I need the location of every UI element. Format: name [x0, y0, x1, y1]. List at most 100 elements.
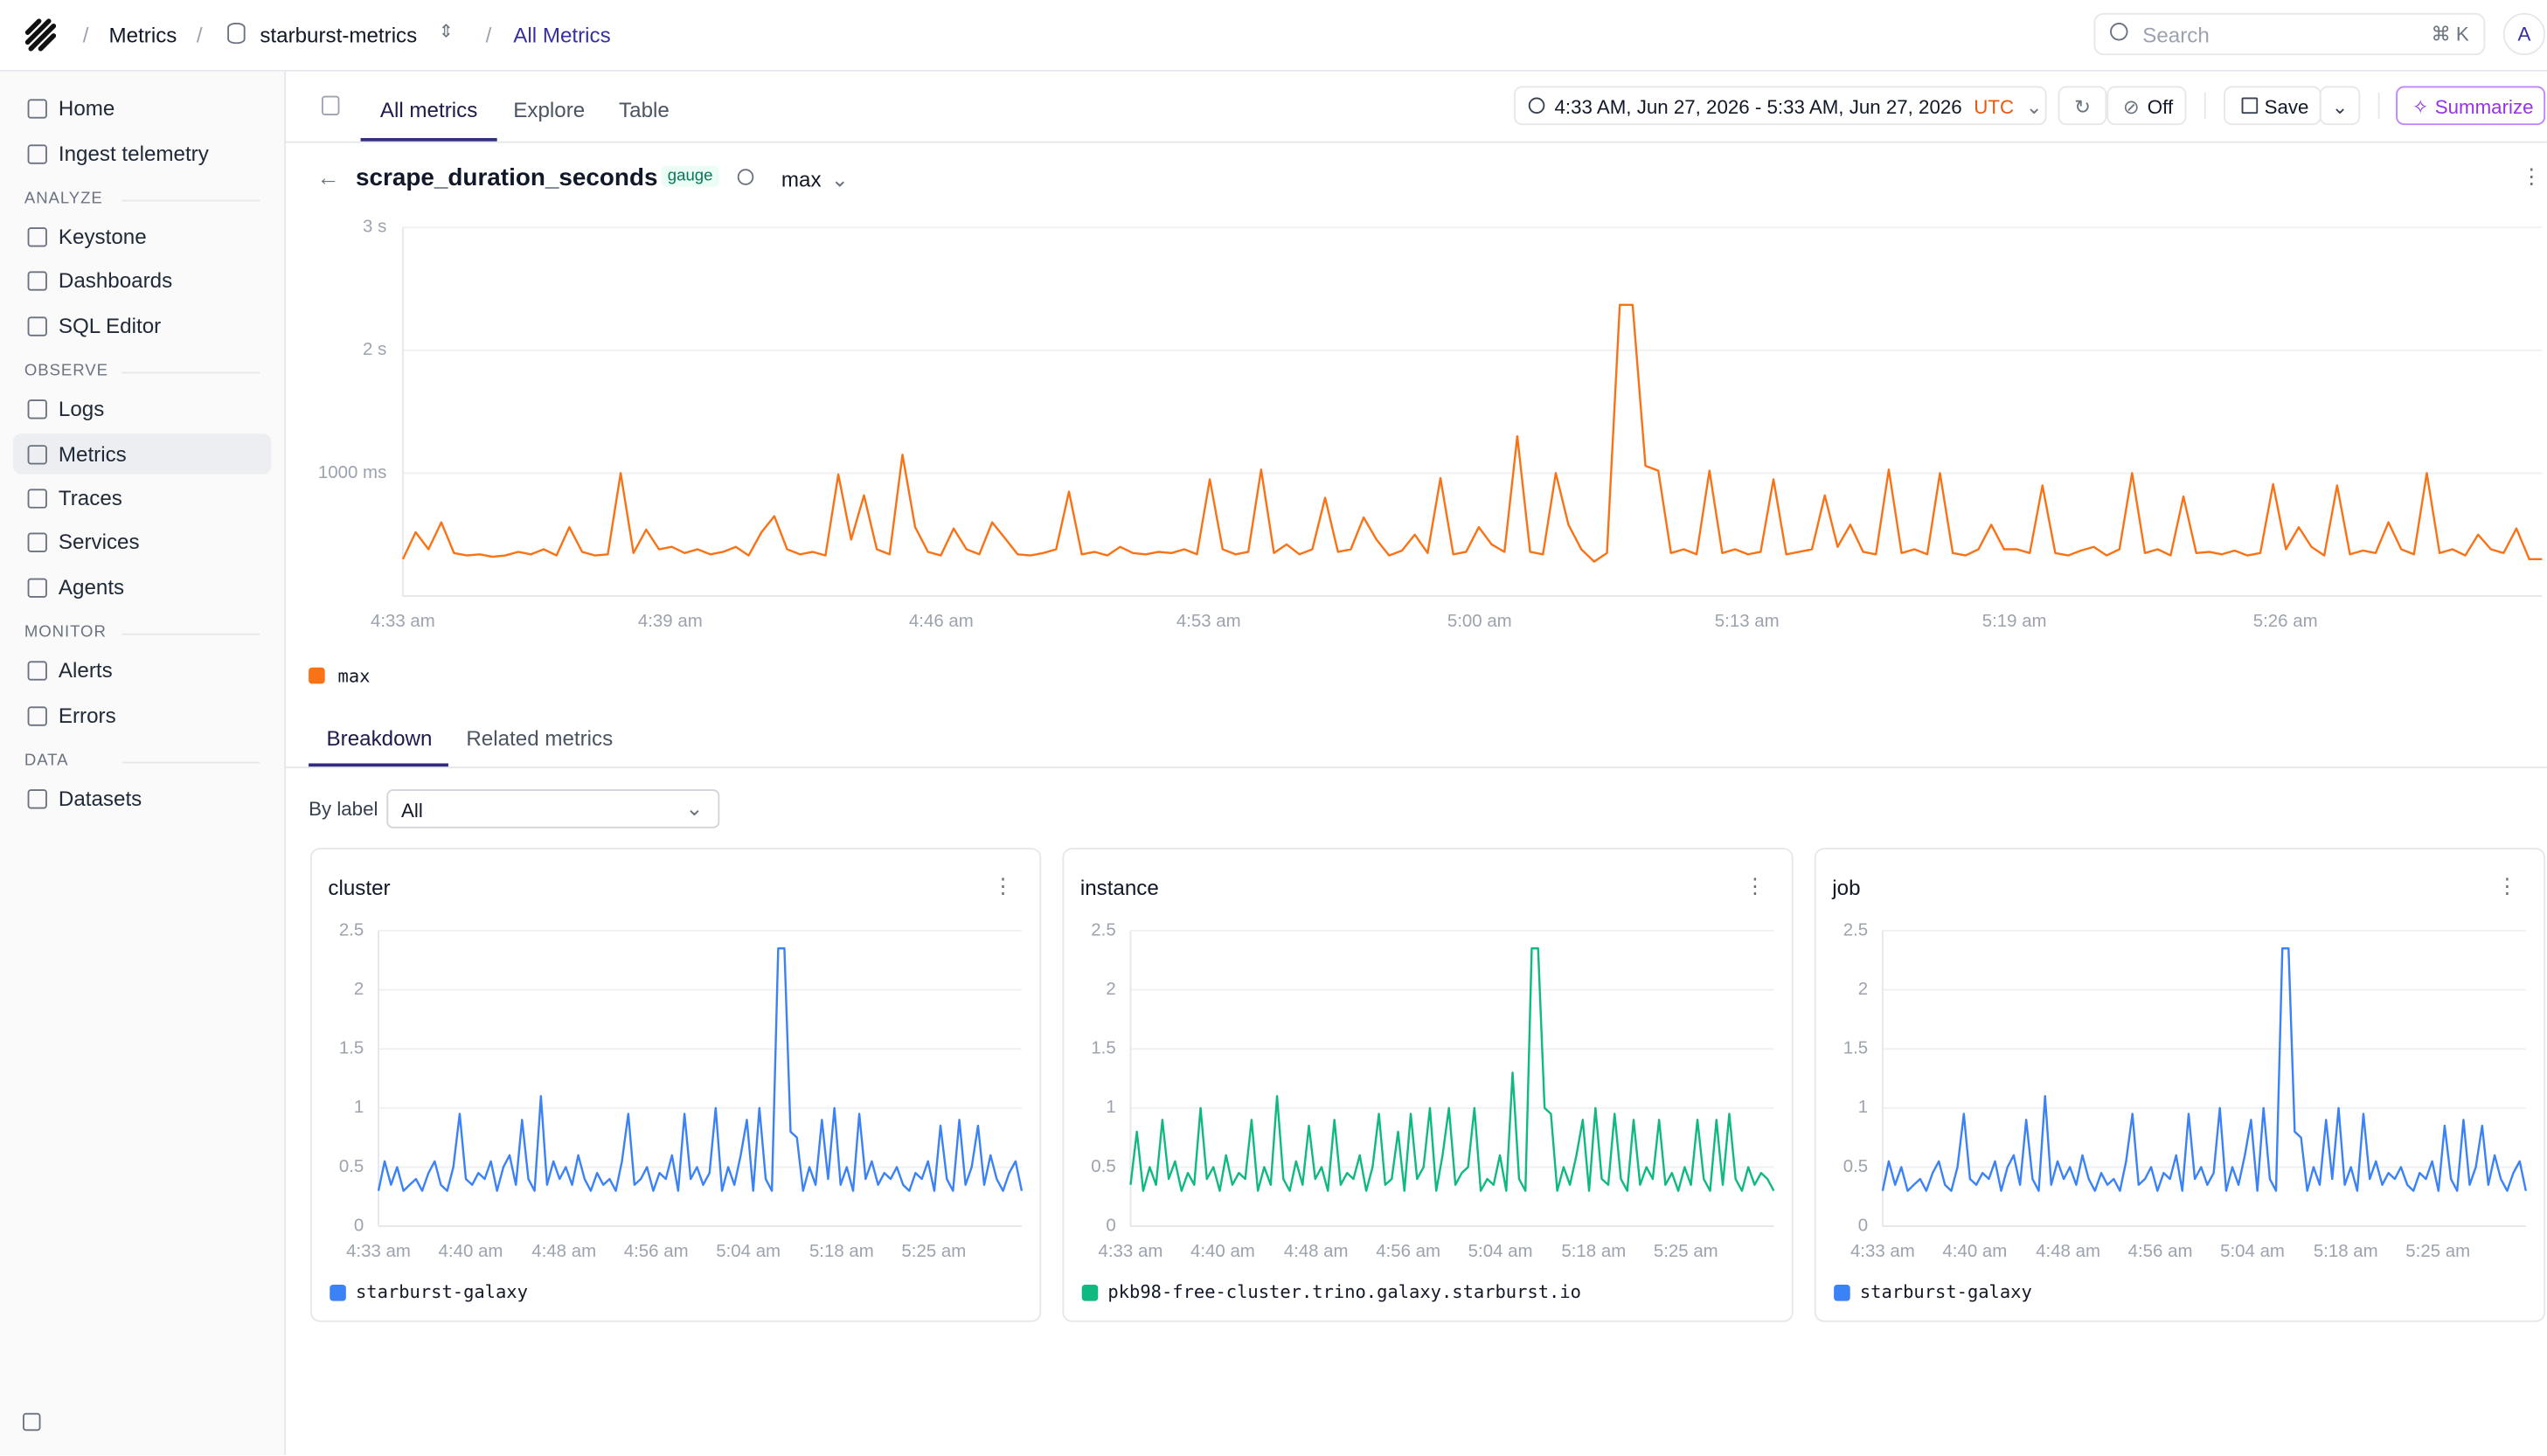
x-tick-label: 5:04 am	[716, 1241, 781, 1261]
nav-label: Datasets	[58, 786, 142, 811]
breadcrumb[interactable]: All Metrics	[513, 23, 611, 47]
legend-label[interactable]: pkb98-free-cluster.trino.galaxy.starburs…	[1107, 1281, 1581, 1303]
tab[interactable]: Explore	[513, 97, 586, 122]
auto-refresh[interactable]: ⊘ Off	[2106, 86, 2187, 126]
refresh-button[interactable]: ↻	[2058, 86, 2107, 126]
search-box[interactable]: Search ⌘ K	[2093, 12, 2486, 56]
label-select[interactable]: All ⌄	[386, 789, 720, 829]
nav-item[interactable]: Keystone	[13, 216, 271, 256]
card-title: cluster	[328, 875, 391, 900]
more-menu[interactable]: ⋮	[2521, 163, 2543, 189]
time-range[interactable]: 4:33 AM, Jun 27, 2026 - 5:33 AM, Jun 27,…	[1514, 86, 2047, 126]
legend-label[interactable]: starburst-galaxy	[355, 1281, 528, 1303]
nav-icon	[27, 99, 47, 119]
save-menu[interactable]: ⌄	[2319, 86, 2361, 126]
series-line	[401, 303, 2543, 563]
avatar[interactable]: A	[2502, 12, 2546, 56]
nav-item[interactable]: Dashboards	[13, 260, 271, 301]
logo[interactable]	[23, 17, 59, 52]
aggregation: max	[781, 167, 822, 192]
x-tick-label: 4:33 am	[371, 611, 435, 631]
nav-icon	[27, 533, 47, 553]
series-line	[1881, 946, 2527, 1192]
y-tick-label: 1000 ms	[318, 462, 386, 482]
time-range-text: 4:33 AM, Jun 27, 2026 - 5:33 AM, Jun 27,…	[1554, 95, 1962, 119]
x-tick-label: 4:48 am	[531, 1241, 596, 1261]
main-chart: 1000 ms 2 s 3 s 4:33 am 4:39 am 4:46 am 4:53 a…	[318, 217, 2543, 631]
breadcrumb[interactable]: Metrics	[108, 23, 177, 47]
more-menu[interactable]: ⋮	[1744, 873, 1766, 898]
top-bar: / Metrics / starburst-metrics ⇕ / All Me…	[0, 0, 2547, 72]
nav-item[interactable]: Services	[13, 522, 271, 562]
x-tick-label: 4:46 am	[909, 611, 974, 631]
nav-item[interactable]: Ingest telemetry	[13, 132, 271, 172]
x-tick-label: 5:04 am	[1468, 1241, 1533, 1261]
tab[interactable]: Related metrics	[466, 725, 614, 751]
divider	[2203, 92, 2206, 119]
breakdown-chart: 0 0.5 1 1.5 2 2.5 4:33 am 4:40 am 4:48 am 4:56 am…	[1843, 919, 2527, 1261]
chevron: ⌄	[830, 167, 849, 192]
y-tick-label: 1.5	[339, 1038, 364, 1058]
series-line	[377, 946, 1024, 1192]
x-tick-label: 5:25 am	[1654, 1241, 1718, 1261]
panel-icon[interactable]	[321, 95, 340, 115]
nav-item[interactable]: Traces	[13, 477, 271, 517]
y-tick-label: 1	[354, 1097, 364, 1117]
card-title: job	[1832, 875, 1861, 900]
separator: /	[196, 23, 203, 47]
divider	[2377, 92, 2380, 119]
collapse-icon[interactable]	[23, 1412, 41, 1432]
back-button[interactable]: ←	[316, 163, 340, 191]
nav-icon	[27, 578, 47, 598]
nav-item[interactable]: Home	[13, 87, 271, 128]
y-tick-label: 1.5	[1091, 1038, 1115, 1058]
x-tick-label: 4:40 am	[1190, 1241, 1255, 1261]
breadcrumb[interactable]: starburst-metrics	[260, 23, 418, 47]
summarize-button[interactable]: ✧ Summarize	[2396, 86, 2546, 126]
nav-label: Alerts	[58, 658, 113, 683]
nav-icon	[27, 316, 47, 336]
db-icon	[227, 23, 246, 45]
nav-item[interactable]: Datasets	[13, 778, 271, 818]
tab[interactable]: Table	[619, 97, 670, 122]
breakdown-chart: 0 0.5 1 1.5 2 2.5 4:33 am 4:40 am 4:48 am 4:56 am…	[339, 919, 1024, 1261]
nav-icon	[27, 272, 47, 292]
legend-label[interactable]: starburst-galaxy	[1859, 1281, 2032, 1303]
x-tick-label: 4:33 am	[346, 1241, 411, 1261]
nav-label: Errors	[58, 702, 116, 727]
info-icon[interactable]	[737, 169, 754, 185]
legend-label[interactable]: max	[337, 665, 371, 688]
x-tick-label: 4:56 am	[1376, 1241, 1440, 1261]
shortcut: ⌘ K	[2431, 23, 2469, 46]
y-tick-label: 1	[1858, 1097, 1868, 1117]
section-title: OBSERVE	[24, 362, 259, 381]
nav-item[interactable]: Logs	[13, 389, 271, 429]
tab[interactable]: All metrics	[379, 97, 478, 122]
nav-item[interactable]: Agents	[13, 566, 271, 607]
tab[interactable]: Breakdown	[326, 725, 433, 751]
nav-item[interactable]: Errors	[13, 695, 271, 735]
x-tick-label: 5:26 am	[2253, 611, 2318, 631]
legend-swatch	[1834, 1284, 1850, 1301]
sidebar: Home Ingest telemetry ANALYZE Keystone Dashb…	[0, 71, 287, 1456]
chevron: ⌄	[2025, 95, 2043, 119]
nav-icon	[27, 143, 47, 163]
y-tick-label: 2.5	[1843, 919, 1868, 939]
breakdown-card: instance ⋮ 0 0.5 1 1.5 2 2.5 4:33 am 4:40 am 4:48 …	[1062, 848, 1794, 1322]
save-button[interactable]: Save	[2224, 86, 2321, 126]
section-title: ANALYZE	[24, 190, 262, 208]
aggregation-select[interactable]: max ⌄	[781, 167, 849, 193]
nav-item[interactable]: Metrics	[12, 433, 272, 474]
search-placeholder: Search	[2142, 23, 2210, 47]
off-icon: ⊘	[2122, 95, 2140, 119]
section-title: DATA	[24, 752, 262, 770]
y-tick-label: 0.5	[1091, 1156, 1115, 1176]
nav-item[interactable]: Alerts	[13, 650, 271, 690]
x-tick-label: 4:33 am	[1099, 1241, 1163, 1261]
more-menu[interactable]: ⋮	[992, 873, 1014, 898]
switch-icon[interactable]: ⇕	[438, 23, 454, 43]
more-menu[interactable]: ⋮	[2496, 873, 2518, 898]
nav-item[interactable]: SQL Editor	[13, 305, 271, 345]
